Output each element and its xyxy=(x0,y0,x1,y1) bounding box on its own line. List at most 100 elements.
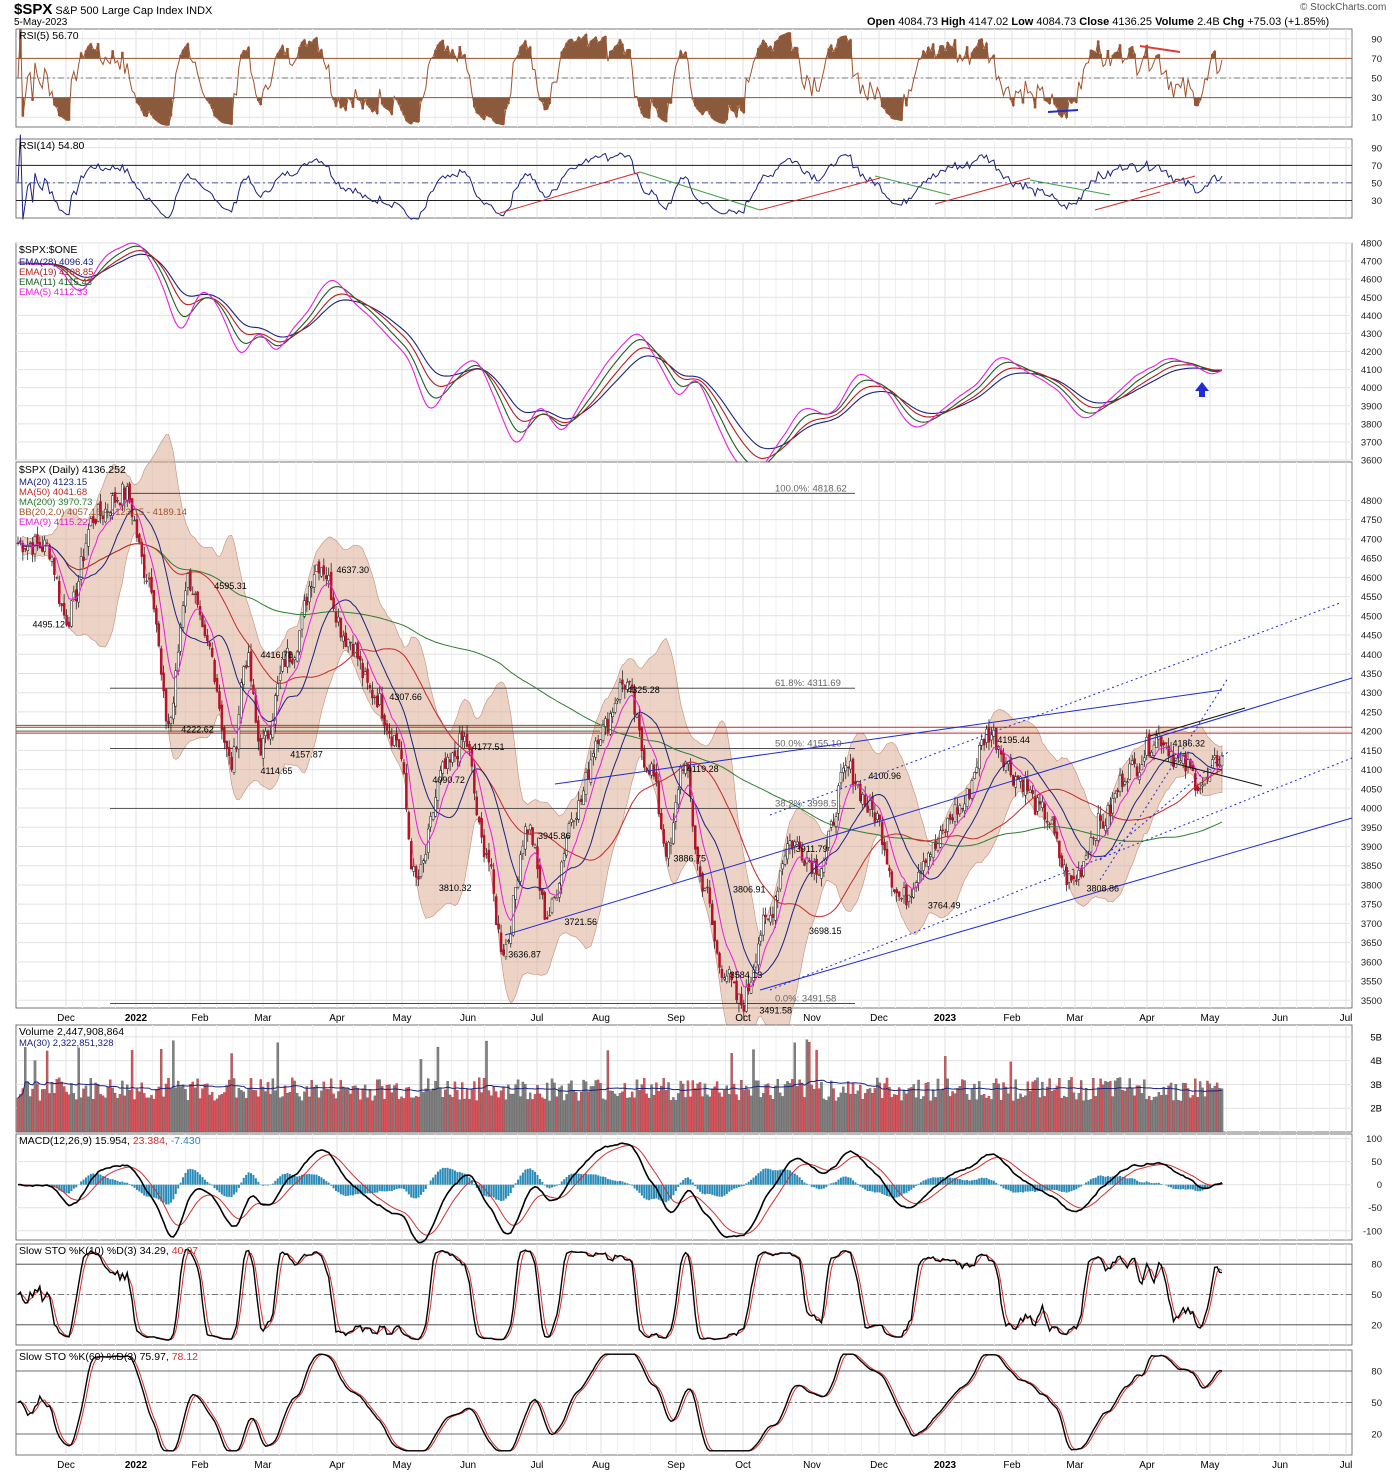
candle-body xyxy=(145,580,148,582)
candle-body xyxy=(1109,804,1112,817)
macd-hist-bar xyxy=(123,1182,126,1185)
volume-bar xyxy=(664,1090,668,1133)
candle-body xyxy=(917,871,920,883)
candle-body xyxy=(999,749,1003,755)
volume-bar xyxy=(1189,1097,1192,1133)
price-annotation: 4100.96 xyxy=(868,771,901,781)
y-tick-label: 4750 xyxy=(1361,515,1382,526)
macd-hist-bar xyxy=(837,1179,840,1185)
macd-hist-bar xyxy=(560,1181,563,1185)
volume-bar xyxy=(1063,1095,1066,1133)
candle-body xyxy=(545,917,549,920)
candle-body xyxy=(283,658,287,667)
macd-hist-bar xyxy=(267,1184,270,1186)
candle-body xyxy=(873,812,877,822)
macd-hist-bar xyxy=(740,1184,743,1187)
candle-body xyxy=(257,720,260,742)
candle-body xyxy=(502,949,505,956)
macd-hist-bar xyxy=(677,1184,680,1188)
macd-hist-bar xyxy=(718,1184,721,1197)
rsi14-trendline xyxy=(934,177,1031,205)
candle-body xyxy=(696,846,699,864)
macd-hist-bar xyxy=(318,1176,320,1185)
candle-body xyxy=(159,648,163,675)
macd-hist-bar xyxy=(1002,1184,1005,1189)
rsi14-trendline xyxy=(874,175,951,196)
macd-hist-bar xyxy=(383,1184,386,1192)
candle-body xyxy=(851,758,855,785)
candle-body xyxy=(587,769,590,779)
volume-bar xyxy=(1147,1096,1151,1133)
x-tick-label: Apr xyxy=(329,1013,345,1024)
candle-body xyxy=(808,860,811,862)
candle-body xyxy=(1172,754,1175,767)
macd-hist-bar xyxy=(1106,1176,1109,1185)
y-tick-label: 4550 xyxy=(1361,592,1382,603)
price-trendline xyxy=(769,602,1341,816)
macd-hist-bar xyxy=(883,1184,886,1195)
candle-body xyxy=(594,740,597,758)
candle-body xyxy=(817,874,821,876)
macd-hist-bar xyxy=(1140,1182,1143,1185)
macd-hist-bar xyxy=(1102,1176,1105,1185)
price-annotation: 4637.30 xyxy=(336,565,369,575)
macd-hist-bar xyxy=(1157,1182,1160,1185)
volume-bar xyxy=(616,1096,619,1133)
volume-bar xyxy=(72,1093,76,1133)
candle-body xyxy=(975,766,979,773)
volume-bar xyxy=(531,1099,534,1133)
macd-hist-bar xyxy=(733,1184,736,1189)
candle-body xyxy=(1186,759,1190,768)
macd-hist-bar xyxy=(308,1173,311,1185)
volume-bar xyxy=(424,1088,428,1133)
candle-body xyxy=(1050,819,1054,825)
volume-bar xyxy=(444,1089,447,1133)
volume-bar xyxy=(922,1096,925,1133)
macd-hist-bar xyxy=(1208,1184,1211,1188)
volume-bar xyxy=(567,1083,571,1133)
candle-body xyxy=(844,765,847,772)
y-tick-label: 4300 xyxy=(1361,329,1382,340)
volume-bar xyxy=(286,1093,289,1133)
volume-bar xyxy=(77,1047,80,1133)
candle-body xyxy=(62,603,66,616)
y-tick-label: 3600 xyxy=(1361,957,1382,968)
volume-bar xyxy=(1162,1087,1165,1133)
macd-hist-bar xyxy=(742,1184,745,1186)
sto-k-line xyxy=(17,1248,1223,1341)
candle-body xyxy=(703,888,707,891)
candle-body xyxy=(53,558,56,575)
volume-bar xyxy=(322,1081,326,1133)
y-tick-label: 70 xyxy=(1371,161,1382,172)
macd-hist-bar xyxy=(412,1184,415,1199)
macd-hist-bar xyxy=(805,1183,808,1185)
volume-bar xyxy=(592,1086,595,1133)
macd-hist-bar xyxy=(310,1174,313,1185)
macd-hist-bar xyxy=(199,1174,202,1185)
macd-hist-bar xyxy=(478,1184,481,1191)
macd-hist-bar xyxy=(271,1183,274,1185)
volume-bar xyxy=(278,1097,282,1133)
candle-body xyxy=(490,864,493,867)
candle-body xyxy=(315,564,318,572)
macd-hist-bar xyxy=(655,1184,658,1199)
volume-bar xyxy=(405,1087,408,1133)
macd-hist-bar xyxy=(992,1180,995,1185)
candle-body xyxy=(606,718,610,733)
volume-bar xyxy=(133,1099,136,1133)
macd-hist-bar xyxy=(393,1184,396,1190)
volume-bar xyxy=(1169,1082,1173,1133)
macd-hist-bar xyxy=(376,1184,379,1193)
candle-body xyxy=(628,681,631,683)
high-label: High xyxy=(941,16,966,28)
macd-hist-bar xyxy=(116,1180,119,1185)
macd-hist-bar xyxy=(330,1184,333,1186)
volume-bar xyxy=(1138,1085,1141,1133)
candle-body xyxy=(298,630,301,653)
candle-body xyxy=(494,896,498,925)
volume-bar xyxy=(346,1088,350,1133)
macd-hist-bar xyxy=(184,1172,187,1185)
candle-body xyxy=(694,825,697,850)
macd-signal-value: 23.384, xyxy=(133,1135,171,1147)
macd-hist-bar xyxy=(177,1184,180,1189)
